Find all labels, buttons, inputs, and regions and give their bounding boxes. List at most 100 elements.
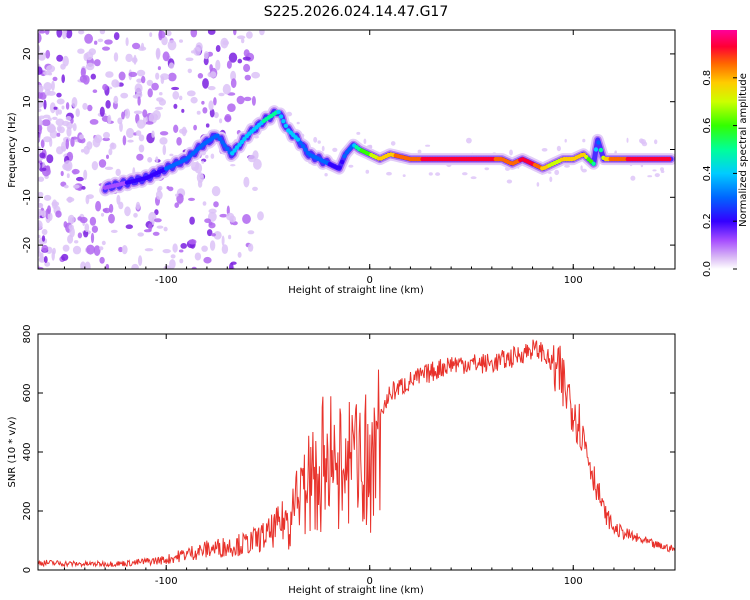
noise-speck xyxy=(85,62,95,71)
noise-speck xyxy=(170,254,176,259)
noise-speck xyxy=(102,46,110,51)
ridge-point xyxy=(298,140,303,145)
noise-speck xyxy=(65,138,70,150)
x-tick-label: 100 xyxy=(564,576,583,587)
noise-speck xyxy=(65,30,73,39)
noise-speck xyxy=(197,73,204,79)
x-tick-label: 100 xyxy=(564,275,583,286)
noise-speck xyxy=(135,201,141,210)
noise-speck xyxy=(45,49,51,59)
ridge-point xyxy=(593,147,599,152)
noise-speck xyxy=(127,139,134,143)
noise-speck xyxy=(190,30,198,38)
noise-speck xyxy=(386,171,392,176)
noise-speck xyxy=(39,152,46,159)
y-tick-label: 400 xyxy=(22,442,33,461)
noise-speck xyxy=(176,137,182,146)
colorbar-tick-label: 0.4 xyxy=(702,165,713,181)
noise-speck xyxy=(46,154,54,164)
noise-speck xyxy=(120,92,129,99)
noise-speck xyxy=(103,131,110,139)
noise-speck xyxy=(251,96,256,106)
noise-speck xyxy=(169,153,174,157)
ridge-point xyxy=(220,140,225,145)
noise-speck xyxy=(186,90,196,97)
noise-speck xyxy=(199,174,204,178)
noise-speck xyxy=(187,68,192,74)
noise-speck xyxy=(247,230,255,235)
noise-speck xyxy=(141,75,146,84)
noise-speck xyxy=(47,205,51,215)
noise-speck xyxy=(94,40,98,45)
ridge-point xyxy=(242,136,247,142)
noise-speck xyxy=(228,52,238,63)
noise-speck xyxy=(61,141,67,152)
noise-speck xyxy=(92,89,98,93)
noise-speck xyxy=(165,30,172,37)
noise-speck xyxy=(171,86,180,91)
x-tick-label: 0 xyxy=(367,275,373,286)
noise-speck xyxy=(204,218,212,223)
noise-speck xyxy=(402,174,406,178)
noise-speck xyxy=(582,138,586,143)
noise-speck xyxy=(209,240,216,251)
noise-speck xyxy=(43,256,48,263)
noise-speck xyxy=(38,124,43,132)
noise-speck xyxy=(74,240,79,244)
noise-speck xyxy=(195,42,203,52)
noise-speck xyxy=(115,168,121,177)
noise-speck xyxy=(242,56,251,61)
noise-speck xyxy=(99,106,105,117)
noise-speck xyxy=(189,216,195,225)
noise-speck xyxy=(390,141,396,146)
noise-speck xyxy=(227,103,236,112)
noise-speck xyxy=(203,51,209,60)
noise-speck xyxy=(146,79,154,86)
noise-speck xyxy=(484,167,490,171)
noise-speck xyxy=(63,160,73,172)
noise-speck xyxy=(243,176,250,188)
noise-speck xyxy=(79,134,85,140)
noise-speck xyxy=(56,132,61,137)
spectrogram-xlabel: Height of straight line (km) xyxy=(288,285,424,296)
noise-speck xyxy=(136,119,146,129)
noise-speck xyxy=(125,53,133,63)
noise-speck xyxy=(106,154,109,159)
noise-speck xyxy=(133,110,143,115)
noise-speck xyxy=(181,108,185,113)
noise-speck xyxy=(105,100,111,109)
y-tick-label: 0 xyxy=(22,567,33,573)
noise-speck xyxy=(66,173,70,179)
noise-speck xyxy=(52,76,58,82)
noise-speck xyxy=(580,165,583,171)
noise-speck xyxy=(101,240,106,246)
noise-speck xyxy=(41,119,51,127)
noise-speck xyxy=(104,166,114,170)
noise-speck xyxy=(67,214,75,225)
noise-speck xyxy=(75,108,80,117)
noise-speck xyxy=(155,190,163,200)
noise-speck xyxy=(162,51,170,62)
noise-speck xyxy=(167,40,177,51)
noise-speck xyxy=(158,30,163,41)
noise-speck xyxy=(39,254,44,262)
noise-speck xyxy=(201,245,208,252)
colorbar-tick-label: 0.0 xyxy=(702,261,713,277)
noise-speck xyxy=(99,256,105,264)
ridge-point xyxy=(222,143,227,148)
noise-speck xyxy=(202,201,207,206)
noise-speck xyxy=(253,158,262,170)
noise-speck xyxy=(131,263,139,269)
noise-speck xyxy=(549,176,553,183)
noise-speck xyxy=(191,167,198,171)
noise-speck xyxy=(229,262,234,269)
noise-speck xyxy=(168,72,177,82)
noise-speck xyxy=(154,106,163,110)
noise-speck xyxy=(211,233,216,237)
noise-speck xyxy=(97,38,104,43)
noise-speck xyxy=(174,202,179,208)
noise-speck xyxy=(154,218,162,223)
noise-speck xyxy=(226,60,232,69)
noise-speck xyxy=(124,206,131,217)
noise-speck xyxy=(62,244,70,252)
